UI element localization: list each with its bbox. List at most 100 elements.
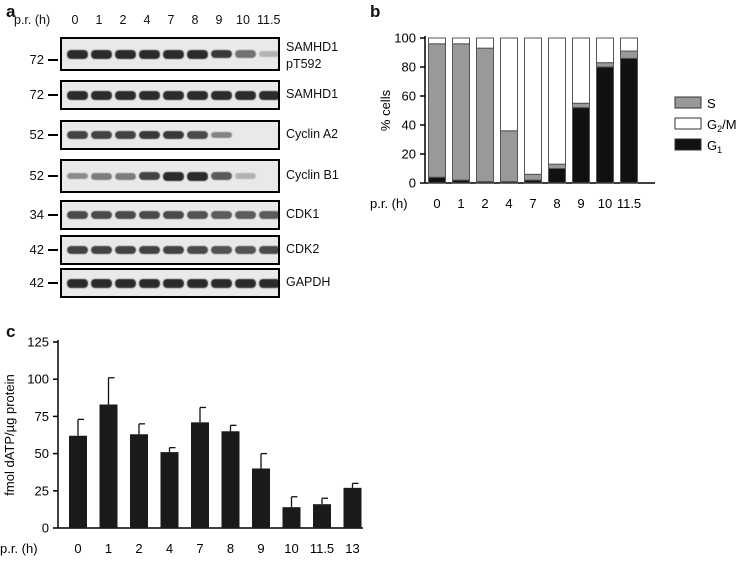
legend-label: G2/M	[707, 117, 737, 134]
blot-band	[139, 210, 160, 220]
x-tick-label: 7	[529, 196, 536, 211]
blot-band	[259, 211, 278, 219]
blot-strip	[60, 159, 280, 193]
blot-band	[115, 245, 136, 255]
blot-band	[67, 172, 88, 180]
mw-marker-tick	[48, 282, 58, 284]
x-axis-label: p.r. (h)	[0, 541, 38, 556]
protein-label: Cyclin B1	[286, 168, 339, 182]
bar-segment	[500, 130, 518, 183]
bar-segment	[428, 176, 446, 184]
mw-marker-tick	[48, 249, 58, 251]
blot-strip	[60, 200, 280, 230]
legend-subscript: 2	[717, 124, 722, 134]
legend-subscript: 1	[717, 145, 722, 155]
blot-strip	[60, 235, 280, 265]
blot-band	[115, 278, 136, 288]
legend-swatch	[674, 138, 702, 151]
x-tick-label: 9	[577, 196, 584, 211]
x-tick-label: 11.5	[617, 196, 641, 211]
mw-marker-tick	[48, 59, 58, 61]
blot-strip	[60, 120, 280, 150]
blot-band	[67, 130, 88, 140]
legend-swatch	[674, 117, 702, 130]
x-tick-label: 9	[257, 541, 264, 556]
x-tick-label: 2	[481, 196, 488, 211]
blot-band	[211, 172, 232, 180]
blot-band	[163, 49, 184, 59]
bar-segment	[572, 107, 590, 184]
mw-marker-label: 72	[29, 52, 44, 67]
y-tick-label: 60	[402, 89, 416, 104]
bar-segment	[428, 37, 446, 45]
x-tick-label: 0	[74, 541, 81, 556]
lane-label: 7	[167, 13, 175, 27]
y-tick-label: 0	[409, 176, 416, 191]
y-tick-label: 100	[394, 31, 416, 46]
blot-band	[115, 49, 136, 59]
panel-label-b: b	[370, 2, 381, 21]
mw-marker-label: 42	[29, 242, 44, 257]
bar-segment	[524, 173, 542, 181]
lane-label: 4	[143, 13, 151, 27]
y-axis-label: % cells	[378, 89, 393, 131]
blot-band	[259, 90, 278, 100]
mw-marker-label: 42	[29, 275, 44, 290]
lane-label: 11.5	[257, 13, 281, 27]
x-tick-label: 1	[105, 541, 112, 556]
bar-segment	[500, 37, 518, 132]
blot-band	[187, 49, 208, 59]
blot-band	[91, 90, 112, 100]
x-axis-label: p.r. (h)	[370, 196, 408, 211]
bar-segment	[476, 37, 494, 49]
y-axis-label: fmol dATP/µg protein	[2, 374, 17, 495]
blot-band	[235, 173, 256, 179]
x-tick-label: 11.5	[310, 541, 334, 556]
x-tick-label: 7	[196, 541, 203, 556]
blot-band	[91, 130, 112, 140]
blot-band	[235, 90, 256, 100]
blot-band	[211, 131, 232, 139]
mw-marker-label: 34	[29, 207, 44, 222]
blot-band	[211, 278, 232, 288]
bar-segment	[620, 37, 638, 52]
blot-band	[235, 246, 256, 254]
bar	[160, 452, 179, 528]
x-tick-label: 8	[553, 196, 560, 211]
bar-segment	[596, 62, 614, 68]
bar-segment	[452, 37, 470, 45]
blot-band	[235, 278, 256, 288]
blot-band	[139, 49, 160, 59]
blot-band	[115, 172, 136, 180]
blot-band	[187, 245, 208, 255]
blot-band	[235, 211, 256, 219]
blot-strip	[60, 80, 280, 110]
y-tick-label: 0	[42, 521, 49, 536]
blot-strip	[60, 268, 280, 298]
blot-band	[91, 245, 112, 255]
bar	[99, 404, 118, 528]
x-tick-label: 0	[433, 196, 440, 211]
bar	[343, 487, 362, 528]
protein-label: CDK2	[286, 242, 320, 256]
mw-marker-tick	[48, 214, 58, 216]
protein-label: Cyclin A2	[286, 127, 339, 141]
bar	[313, 504, 331, 528]
x-tick-label: 2	[135, 541, 142, 556]
legend-label: S	[707, 96, 716, 111]
blot-band	[163, 278, 184, 288]
bar-segment	[548, 163, 566, 169]
protein-label: CDK1	[286, 207, 320, 221]
protein-label: SAMHD1	[286, 87, 339, 101]
blot-band	[163, 90, 184, 100]
blot-band	[115, 130, 136, 140]
blot-band	[259, 51, 278, 57]
bar	[282, 507, 301, 528]
bar-segment	[596, 66, 614, 184]
mw-marker-tick	[48, 94, 58, 96]
blot-band	[163, 171, 184, 181]
bar-segment	[548, 37, 566, 165]
legend-suffix: /M	[722, 117, 736, 132]
